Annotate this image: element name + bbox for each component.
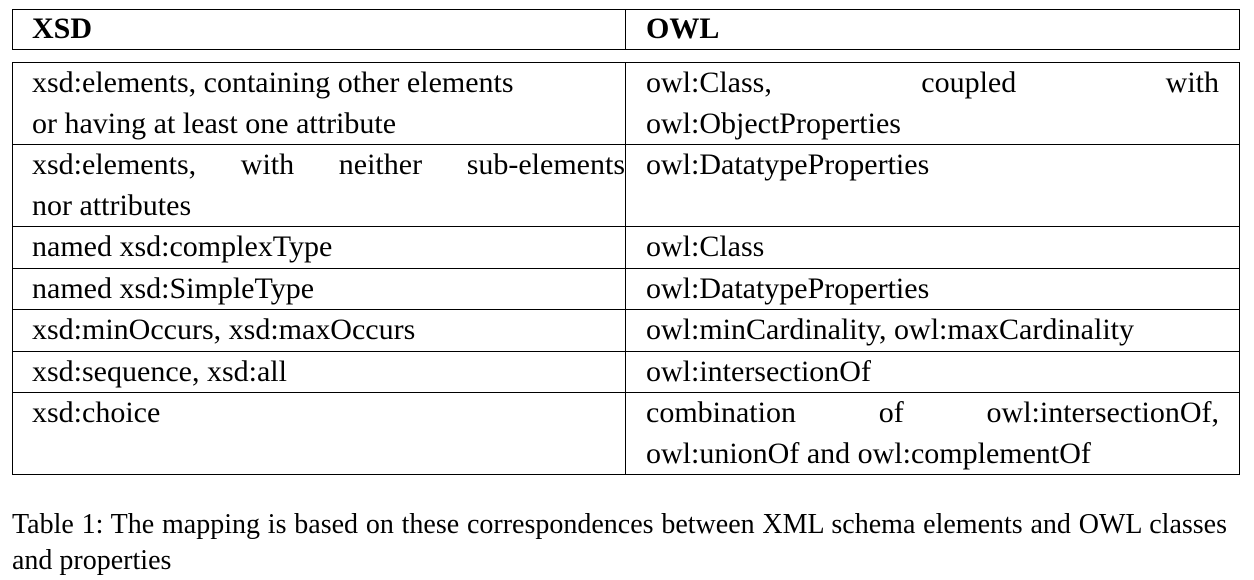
header-owl: OWL (625, 9, 1240, 50)
cell-line: owl:Class (646, 230, 765, 263)
owl-cell: owl:intersectionOf (625, 350, 1240, 393)
cell-line: xsd:elements, with neither sub-elements (32, 148, 625, 181)
cell-line: nor attributes (32, 188, 192, 222)
cell-line: xsd:elements, containing other elements (32, 66, 514, 99)
cell-line: owl:DatatypeProperties (646, 271, 930, 305)
cell-line: owl:DatatypeProperties (646, 148, 930, 181)
xsd-cell: xsd:elements, with neither sub-elements n… (12, 144, 626, 227)
header-row: XSD OWL (12, 9, 1240, 50)
owl-cell: owl:DatatypeProperties (625, 144, 1240, 227)
cell-line: owl:Class, coupled with (646, 66, 1219, 99)
table-caption: Table 1: The mapping is based on these c… (12, 509, 1227, 576)
xsd-cell: xsd:minOccurs, xsd:maxOccurs (12, 309, 626, 352)
cell-line: owl:intersectionOf (646, 354, 871, 388)
xsd-cell: xsd:elements, containing other elements o… (12, 62, 626, 145)
xsd-cell: named xsd:complexType (12, 226, 626, 269)
cell-line: owl:ObjectProperties (646, 106, 901, 140)
owl-cell: owl:Class, coupled with owl:ObjectPropert… (625, 62, 1240, 145)
table-row: named xsd:SimpleType owl:DatatypeProperti… (12, 267, 1240, 310)
cell-line: owl:minCardinality, owl:maxCardinality (646, 313, 1134, 346)
cell-line: named xsd:SimpleType (32, 271, 315, 305)
owl-cell: owl:DatatypeProperties (625, 267, 1240, 310)
xsd-cell: named xsd:SimpleType (12, 267, 626, 310)
owl-cell: owl:minCardinality, owl:maxCardinality (625, 309, 1240, 352)
cell-line: or having at least one attribute (32, 106, 397, 140)
owl-cell: combination of owl:intersectionOf, owl:un… (625, 392, 1240, 475)
table-row: xsd:elements, containing other elements o… (12, 62, 1240, 145)
table-row: xsd:elements, with neither sub-elements n… (12, 144, 1240, 227)
mapping-table: xsd:elements, containing other elements o… (12, 62, 1240, 475)
header-xsd: XSD (12, 9, 626, 50)
cell-line: xsd:choice (32, 396, 161, 429)
cell-line: xsd:minOccurs, xsd:maxOccurs (32, 313, 416, 346)
table-row: xsd:choice combination of owl:intersectio… (12, 392, 1240, 475)
table-row: xsd:minOccurs, xsd:maxOccurs owl:minCardi… (12, 309, 1240, 352)
owl-cell: owl:Class (625, 226, 1240, 269)
cell-line: combination of owl:intersectionOf, (646, 396, 1219, 429)
xsd-cell: xsd:choice (12, 392, 626, 475)
cell-line: named xsd:complexType (32, 230, 333, 263)
table-header: XSD OWL (12, 9, 1240, 50)
cell-line: xsd:sequence, xsd:all (32, 354, 287, 388)
xsd-cell: xsd:sequence, xsd:all (12, 350, 626, 393)
cell-line: owl:unionOf and owl:complementOf (646, 436, 1091, 470)
table-row: named xsd:complexType owl:Class (12, 226, 1240, 269)
table-row: xsd:sequence, xsd:all owl:intersectionOf (12, 350, 1240, 393)
